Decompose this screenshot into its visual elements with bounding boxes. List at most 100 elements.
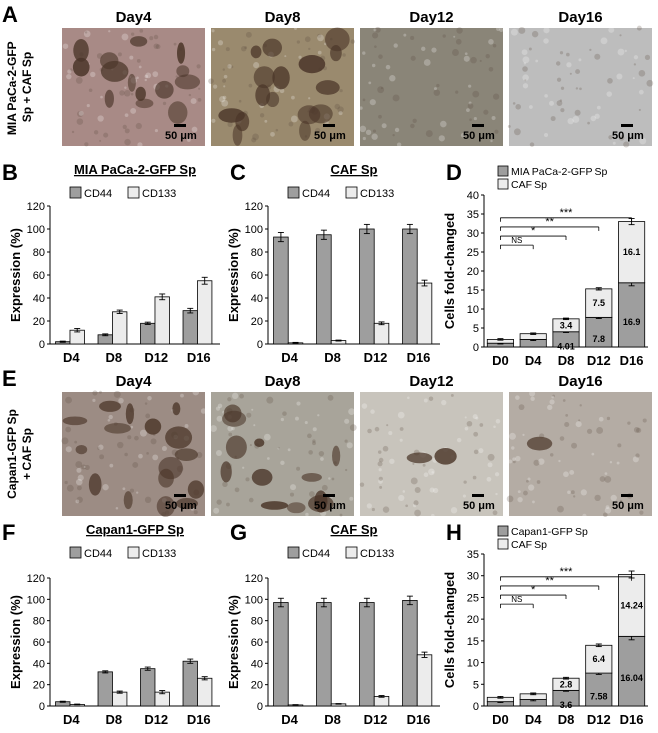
chart-d-segment-label: 7.8 bbox=[593, 334, 606, 344]
row-e-texture-speck bbox=[639, 510, 644, 515]
row-e-texture-speck bbox=[528, 484, 535, 491]
row-a-ylabel-line2: Sp + CAF Sp bbox=[20, 52, 34, 122]
row-a-texture-speck bbox=[522, 74, 529, 81]
chart-b-ylabel-group: Expression (%) bbox=[8, 228, 23, 322]
row-e-texture-speck bbox=[450, 507, 458, 514]
row-a-spheroid bbox=[253, 66, 275, 89]
row-e-scale-bar-2 bbox=[323, 494, 335, 497]
row-e-texture-speck bbox=[414, 486, 421, 493]
row-a-texture-speck bbox=[191, 126, 198, 133]
row-a-texture-speck bbox=[124, 86, 127, 89]
row-a-texture-speck bbox=[646, 79, 654, 87]
chart-d-y-tick-label: 0 bbox=[473, 342, 479, 354]
row-e-texture-speck bbox=[215, 449, 222, 456]
row-e-spheroid bbox=[175, 497, 198, 510]
row-e-texture-speck bbox=[290, 484, 297, 491]
row-a-texture-speck bbox=[374, 26, 381, 33]
row-e-texture-speck bbox=[526, 479, 529, 483]
row-a-texture-speck bbox=[317, 33, 322, 38]
row-e-texture-speck bbox=[591, 452, 595, 456]
chart-f-x-tick-label: D16 bbox=[187, 712, 211, 727]
chart-h-segment-label: 14.24 bbox=[620, 600, 643, 610]
row-e-texture-speck bbox=[430, 513, 435, 518]
row-e-texture-speck bbox=[74, 440, 78, 444]
row-e-texture-speck bbox=[150, 438, 157, 445]
row-e-texture-speck bbox=[382, 506, 390, 513]
row-e-texture-speck bbox=[139, 429, 147, 437]
row-e-texture-speck bbox=[428, 396, 434, 401]
row-a-texture-speck bbox=[524, 79, 527, 82]
chart-g-legend-label-2: CD133 bbox=[360, 548, 394, 560]
row-e-texture-speck bbox=[318, 450, 325, 457]
row-e-texture-speck bbox=[61, 437, 69, 445]
row-a-texture-speck bbox=[453, 35, 456, 38]
row-e-scale-bar-3 bbox=[472, 494, 484, 497]
row-a-spheroid bbox=[297, 105, 321, 125]
row-e-spheroid bbox=[254, 438, 265, 447]
row-a-texture-speck bbox=[624, 49, 627, 53]
row-e-texture-speck bbox=[522, 433, 525, 436]
chart-b-bar-cd133-d12 bbox=[154, 296, 170, 345]
chart-b-bar-cd133-d8 bbox=[112, 311, 128, 345]
row-a-texture-speck bbox=[522, 56, 530, 64]
row-a-texture-speck bbox=[380, 87, 383, 90]
chart-d-x-tick-label: D12 bbox=[587, 353, 611, 368]
row-e-spheroid bbox=[526, 436, 553, 451]
chart-d-segment-label: 16.1 bbox=[623, 247, 641, 257]
row-a-texture-speck bbox=[135, 122, 142, 130]
row-a-texture-speck bbox=[440, 120, 447, 128]
row-a-spheroid bbox=[73, 39, 89, 62]
row-a-spheroid bbox=[168, 101, 188, 124]
row-a-texture-speck bbox=[522, 66, 528, 72]
row-e-texture-speck bbox=[580, 489, 587, 496]
row-e-texture-speck bbox=[598, 416, 604, 422]
row-e-texture-speck bbox=[213, 507, 220, 514]
row-a-texture-speck bbox=[389, 75, 396, 82]
chart-d-y-tick-label: 20 bbox=[467, 266, 479, 278]
row-e-spheroid bbox=[99, 400, 121, 412]
row-e-texture-speck bbox=[571, 442, 578, 449]
row-e-texture-speck bbox=[487, 453, 495, 461]
row-e-texture-speck bbox=[296, 466, 301, 471]
chart-c-x-tick-label: D8 bbox=[324, 350, 341, 365]
row-a-texture-speck bbox=[315, 127, 321, 134]
row-a-texture-speck bbox=[371, 133, 378, 140]
row-e-ylabel: Capan1-GFP Sp + CAF Sp bbox=[5, 409, 34, 499]
row-e-texture-speck bbox=[549, 453, 554, 457]
row-a-spheroid bbox=[177, 42, 186, 64]
chart-b-legend-swatch-1 bbox=[69, 186, 82, 199]
row-e-spheroid bbox=[251, 468, 273, 486]
row-e-texture-speck bbox=[145, 413, 151, 419]
chart-c-title: CAF Sp bbox=[331, 162, 378, 177]
row-e-texture-speck bbox=[124, 452, 128, 457]
row-a-texture-speck bbox=[535, 59, 539, 63]
row-e-texture-speck bbox=[399, 438, 403, 442]
row-e-texture-speck bbox=[312, 441, 316, 446]
row-a-day-label-3: Day12 bbox=[409, 9, 453, 26]
row-a-texture-speck bbox=[99, 139, 102, 142]
row-a-texture-speck bbox=[550, 116, 556, 122]
row-e-texture-speck bbox=[65, 446, 72, 453]
row-a-texture-speck bbox=[410, 123, 415, 129]
row-e-texture-speck bbox=[382, 445, 389, 452]
row-e-texture-speck bbox=[152, 454, 159, 461]
row-e-texture-speck bbox=[312, 439, 316, 443]
row-a-texture-speck bbox=[410, 35, 415, 41]
row-a-spheroid bbox=[262, 38, 283, 57]
row-a-texture-speck bbox=[124, 128, 130, 134]
row-a-texture-speck bbox=[572, 116, 580, 123]
chart-b-bar-cd44-d8 bbox=[97, 334, 113, 345]
row-a-texture-speck bbox=[368, 81, 372, 85]
row-a-texture-speck bbox=[544, 94, 548, 98]
row-a-texture-speck bbox=[518, 26, 526, 34]
row-a-texture-speck bbox=[138, 65, 142, 69]
row-e-texture-speck bbox=[603, 512, 608, 518]
chart-h-sig-label: ** bbox=[545, 575, 554, 587]
row-e-texture-speck bbox=[562, 399, 566, 402]
chart-c-y-tick-label: 0 bbox=[257, 339, 263, 351]
chart-c-x-tick-label: D16 bbox=[407, 350, 431, 365]
row-e-texture-speck bbox=[635, 453, 640, 458]
row-e-texture-speck bbox=[321, 484, 328, 491]
chart-d-legend-swatch-2 bbox=[497, 178, 509, 190]
